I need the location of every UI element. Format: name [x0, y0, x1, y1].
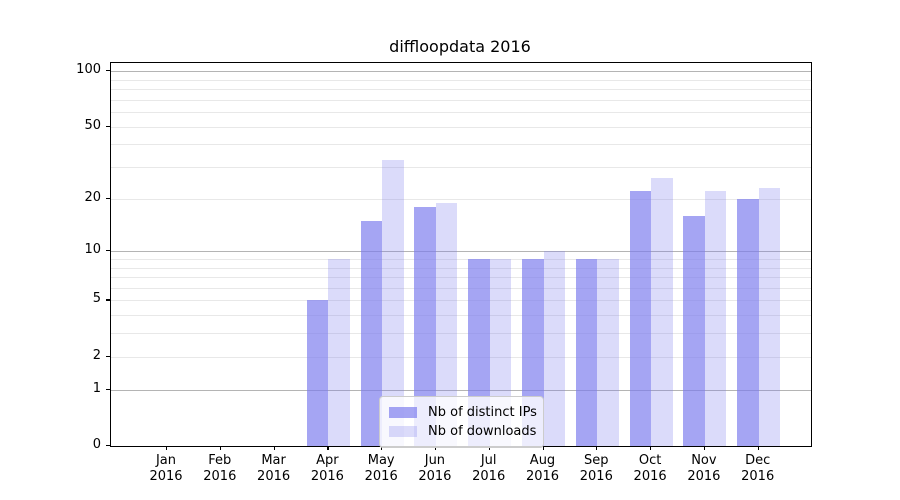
x-tick-label: Apr 2016 [310, 453, 344, 484]
bar-downloads [758, 187, 781, 446]
gridline-minor [111, 144, 811, 146]
gridline-minor [111, 287, 811, 289]
bar-distinct-ips [683, 215, 705, 446]
bar-downloads [382, 159, 404, 446]
bar-distinct-ips [737, 198, 759, 446]
legend-label-downloads: Nb of downloads [428, 424, 537, 439]
plot-area: Nb of distinct IPs Nb of downloads [110, 62, 812, 448]
y-tick-label: 1 [92, 380, 101, 396]
bar-downloads [597, 258, 619, 446]
x-tick-mark [273, 446, 275, 450]
legend-entry-distinct-ips: Nb of distinct IPs [389, 403, 537, 422]
x-tick-label: Mar 2016 [257, 453, 291, 484]
bar-downloads [651, 178, 673, 446]
y-tick-mark [106, 70, 110, 72]
bar-downloads [704, 191, 727, 446]
legend-swatch-distinct-ips [389, 407, 417, 418]
gridline-minor [111, 333, 811, 335]
x-tick-label: Oct 2016 [633, 453, 667, 484]
x-tick-label: Jul 2016 [472, 453, 506, 484]
y-tick-label: 2 [92, 347, 101, 363]
y-tick-mark [106, 388, 110, 390]
legend-swatch-downloads [389, 426, 417, 437]
gridline-minor [111, 79, 811, 81]
y-tick-label: 20 [84, 189, 101, 205]
y-tick-label: 5 [92, 291, 101, 307]
x-tick-mark [219, 446, 221, 450]
y-tick-label: 50 [84, 117, 101, 133]
x-tick-label: Nov 2016 [687, 453, 721, 484]
bar-downloads [543, 251, 565, 446]
legend-entry-downloads: Nb of downloads [389, 422, 537, 441]
x-tick-label: Aug 2016 [525, 453, 560, 484]
x-tick-label: Sep 2016 [579, 453, 613, 484]
x-tick-label: Jun 2016 [418, 453, 452, 484]
y-tick-label: 0 [92, 437, 101, 452]
y-tick-mark [106, 299, 110, 301]
bar-distinct-ips [360, 220, 383, 446]
chart-title: diffloopdata 2016 [389, 37, 531, 56]
x-tick-mark [650, 446, 652, 450]
y-tick-mark [106, 125, 110, 127]
bar-distinct-ips [629, 191, 652, 446]
legend-label-distinct-ips: Nb of distinct IPs [428, 405, 537, 420]
gridline-minor [111, 315, 811, 317]
y-tick-mark [106, 355, 110, 357]
x-tick-label: Dec 2016 [741, 453, 775, 484]
gridline-minor [111, 99, 811, 101]
gridline-minor [111, 258, 811, 260]
x-tick-mark [166, 446, 168, 450]
gridline-minor [111, 267, 811, 269]
legend: Nb of distinct IPs Nb of downloads [379, 396, 544, 448]
gridline-minor [111, 112, 811, 113]
y-tick-label: 10 [84, 242, 101, 258]
gridline-minor [111, 88, 811, 90]
gridline-minor [111, 126, 811, 128]
x-tick-mark [434, 446, 437, 450]
x-tick-mark [596, 446, 598, 450]
x-tick-label: Jan 2016 [149, 453, 183, 484]
y-tick-mark [106, 445, 110, 447]
x-tick-mark [381, 446, 383, 450]
gridline-minor [111, 300, 811, 302]
x-tick-mark [703, 446, 706, 450]
y-tick-mark [106, 250, 110, 252]
gridline-major [111, 71, 811, 72]
x-tick-label: May 2016 [364, 453, 398, 484]
y-tick-label: 100 [76, 62, 101, 77]
bar-distinct-ips [575, 258, 598, 446]
x-tick-mark [488, 446, 490, 450]
x-tick-mark [542, 446, 544, 450]
gridline-minor [111, 167, 811, 168]
gridline-minor [111, 277, 811, 278]
x-tick-label: Feb 2016 [203, 453, 237, 484]
bar-downloads [435, 202, 458, 446]
bar-downloads [328, 258, 350, 446]
bar-distinct-ips [306, 300, 329, 446]
gridline-major [111, 389, 811, 391]
x-tick-mark [757, 446, 759, 450]
gridline-minor [111, 356, 811, 358]
gridline-minor [111, 198, 811, 200]
x-tick-mark [327, 446, 329, 450]
y-tick-mark [106, 197, 110, 199]
gridline-major [111, 251, 811, 253]
bar-distinct-ips [414, 206, 436, 446]
